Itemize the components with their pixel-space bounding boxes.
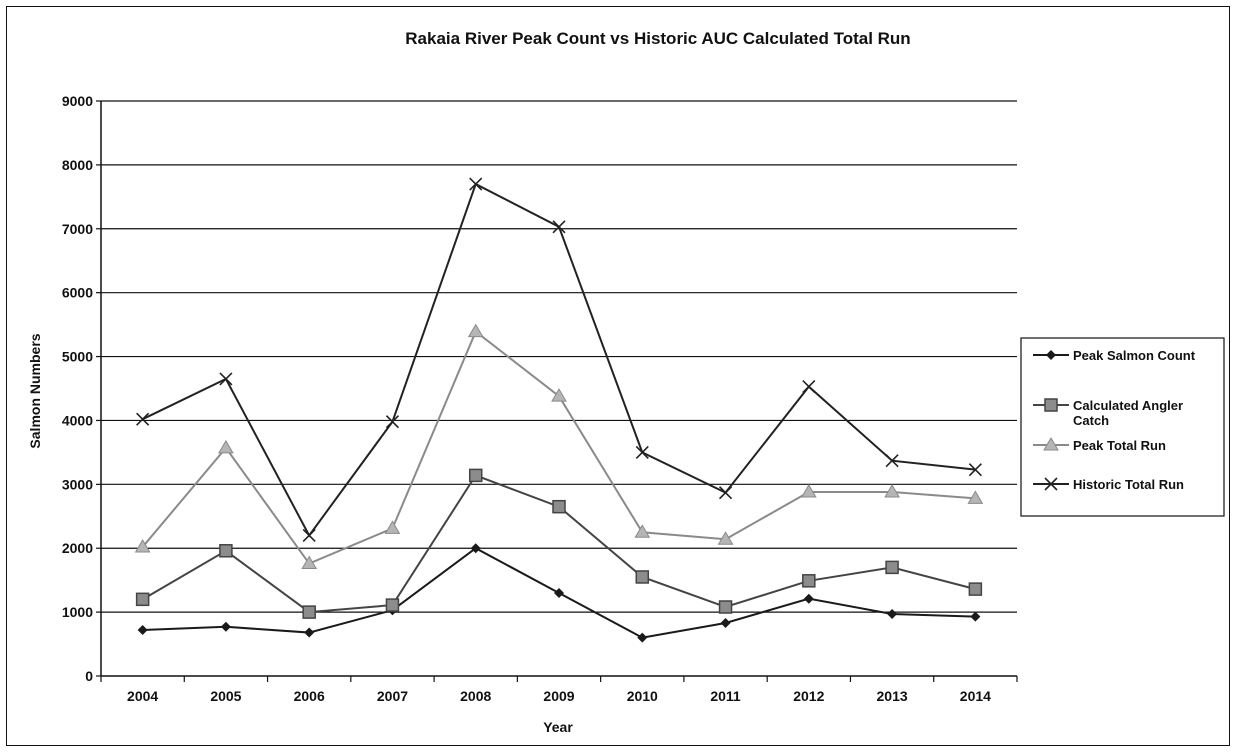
calculated-angler-catch-point [718, 600, 733, 614]
peak-total-run-point [800, 484, 817, 498]
calculated-angler-catch-point [135, 592, 150, 607]
x-tick-label: 2011 [710, 688, 741, 704]
calculated-angler-catch-point [468, 468, 483, 483]
y-tick-label: 6000 [62, 285, 93, 301]
peak-total-run-point [384, 520, 401, 534]
peak-total-run-point [551, 388, 567, 402]
calculated-angler-catch-point [635, 570, 650, 584]
x-marker-stroke [885, 454, 899, 468]
chart-title: Rakaia River Peak Count vs Historic AUC … [405, 29, 910, 48]
peak-total-run-point [634, 524, 651, 538]
historic-total-run-point [302, 528, 316, 543]
y-tick-label: 7000 [62, 221, 93, 237]
peak-total-run-point [717, 531, 734, 545]
y-tick-label: 0 [85, 668, 93, 684]
historic-total-run-point [968, 463, 982, 477]
x-marker-stroke [1044, 477, 1058, 491]
legend-peak-salmon-count-label: Peak Salmon Count [1073, 348, 1196, 363]
y-tick-label: 2000 [62, 540, 93, 556]
x-tick-label: 2006 [294, 688, 325, 704]
calculated-angler-catch-point [968, 582, 983, 596]
x-tick-label: 2005 [210, 688, 241, 704]
y-tick-label: 1000 [62, 604, 93, 620]
x-marker-stroke [718, 486, 733, 500]
peak-total-run-point [134, 538, 151, 553]
legend-peak-total-run-swatch-marker [1043, 437, 1059, 451]
x-marker-stroke [635, 445, 649, 459]
y-tick-label: 5000 [62, 349, 93, 365]
historic-total-run-point [136, 412, 150, 426]
y-tick-label: 3000 [62, 476, 93, 492]
calculated-angler-catch-point [885, 560, 899, 575]
x-marker-stroke [802, 380, 816, 394]
legend-peak-salmon-count-swatch-marker [1046, 350, 1056, 360]
historic-total-run-point [219, 372, 233, 386]
x-tick-label: 2007 [377, 688, 408, 704]
legend-box [1020, 337, 1225, 517]
x-tick-label: 2009 [543, 688, 574, 704]
peak-salmon-count-point [304, 627, 315, 638]
legend-calculated-angler-catch-label: Calculated Angler Catch [1073, 398, 1183, 428]
legend-historic-total-run-swatch-marker [1044, 477, 1058, 491]
peak-total-run-point [467, 323, 484, 338]
peak-salmon-count-point [803, 593, 814, 604]
chart-frame [6, 6, 1230, 746]
calculated-angler-catch-point [219, 544, 233, 558]
x-tick-label: 2010 [627, 688, 658, 704]
x-tick-label: 2014 [960, 688, 991, 704]
calculated-angler-catch-point [302, 605, 316, 619]
calculated-angler-catch-point [385, 598, 400, 612]
y-tick-label: 8000 [62, 157, 93, 173]
historic-total-run-point [885, 454, 899, 468]
legend: Peak Salmon Count Calculated Angler Catch P… [1020, 337, 1225, 517]
peak-total-run-point [967, 490, 984, 504]
x-marker-stroke [302, 528, 316, 543]
peak-salmon-count-point [554, 587, 564, 598]
peak-total-run-point [884, 484, 900, 498]
calculated-angler-catch-point [552, 499, 566, 514]
historic-total-run-point [635, 445, 649, 459]
legend-calculated-angler-catch-swatch-marker [1044, 398, 1058, 412]
historic-total-run-point [802, 380, 816, 394]
historic-total-run-point [552, 220, 566, 234]
plot-area: 0 1000 2000 3000 4000 5000 6000 7000 8000 9000 200… [62, 93, 1018, 704]
peak-salmon-count-point [970, 611, 981, 622]
x-marker-stroke [469, 177, 483, 191]
x-marker-stroke [552, 220, 566, 234]
historic-total-run-point [718, 486, 733, 500]
calculated-angler-catch-point [802, 574, 816, 588]
historic-total-run-point [385, 415, 400, 429]
x-axis-title: Year [543, 719, 573, 735]
x-tick-label: 2012 [793, 688, 824, 704]
historic-total-run-line [142, 182, 976, 538]
peak-total-run-point [218, 439, 234, 454]
y-tick-label: 9000 [62, 93, 93, 109]
legend-peak-total-run-label: Peak Total Run [1073, 438, 1166, 453]
x-marker-stroke [219, 372, 233, 386]
x-marker-stroke [968, 463, 982, 477]
historic-total-run-point [469, 177, 483, 191]
y-axis-title: Salmon Numbers [27, 333, 43, 448]
peak-salmon-count-point [887, 609, 898, 620]
peak-salmon-count-point [137, 625, 148, 635]
x-marker-stroke [385, 415, 400, 429]
peak-salmon-count-point [720, 617, 731, 628]
x-tick-label: 2013 [877, 688, 908, 704]
x-tick-label: 2004 [127, 688, 158, 704]
peak-total-run-line [141, 330, 976, 565]
peak-salmon-count-point [637, 632, 648, 643]
legend-historic-total-run-label: Historic Total Run [1073, 477, 1184, 492]
peak-salmon-count-point [470, 543, 481, 554]
peak-salmon-count-point [220, 621, 231, 632]
x-marker-stroke [136, 412, 150, 426]
y-tick-label: 4000 [62, 412, 93, 428]
peak-total-run-point [301, 555, 318, 570]
x-tick-label: 2008 [460, 688, 491, 704]
